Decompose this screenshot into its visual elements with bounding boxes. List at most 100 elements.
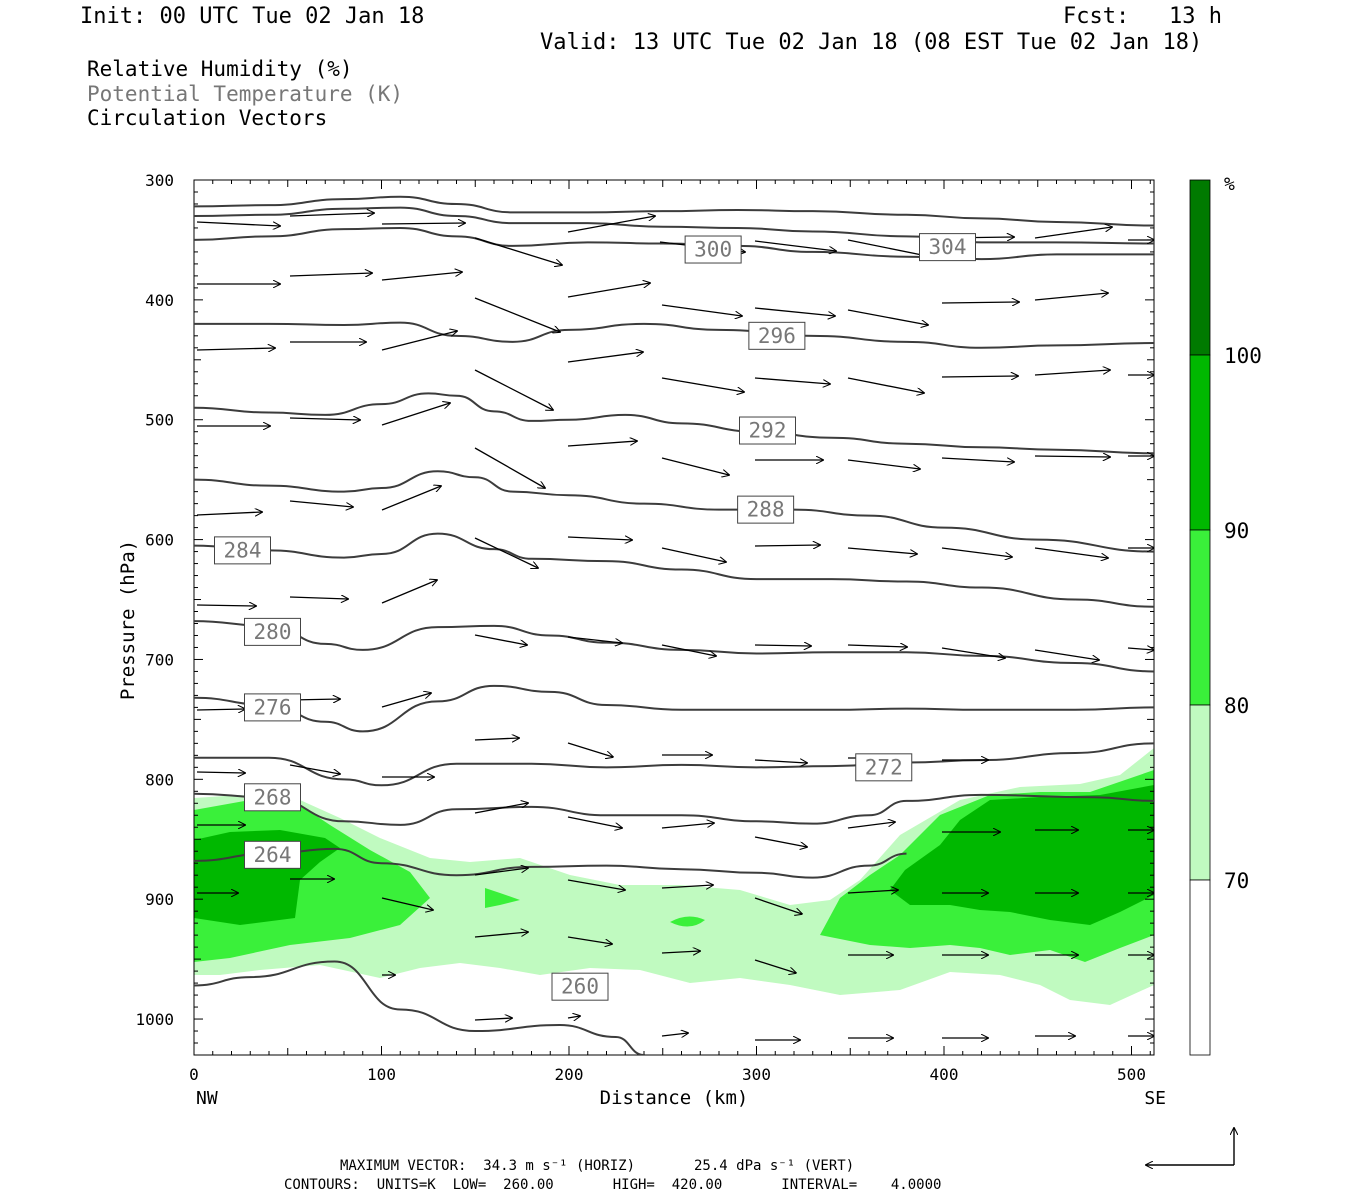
circulation-vector bbox=[1034, 370, 1110, 376]
colorbar-level-label: 90 bbox=[1224, 519, 1249, 543]
circulation-vector bbox=[1034, 227, 1112, 239]
circulation-vector bbox=[941, 647, 1005, 658]
circulation-vector bbox=[661, 823, 714, 829]
circulation-vector bbox=[196, 605, 256, 606]
circulation-vector bbox=[567, 441, 637, 447]
circulation-vector bbox=[1127, 648, 1154, 650]
circulation-vector bbox=[661, 377, 744, 392]
y-tick-label: 500 bbox=[145, 411, 174, 430]
x-axis-title: Distance (km) bbox=[600, 1087, 749, 1109]
circulation-vector bbox=[474, 537, 538, 568]
contour-label-box bbox=[919, 233, 976, 262]
circulation-vector bbox=[567, 742, 613, 757]
colorbar-band bbox=[1189, 529, 1211, 706]
y-tick-label: 300 bbox=[145, 171, 174, 190]
contour-label-284: 284 bbox=[224, 538, 262, 562]
circulation-vector bbox=[289, 213, 374, 216]
circulation-vector bbox=[381, 897, 433, 910]
circulation-vector bbox=[567, 352, 643, 363]
circulation-vector bbox=[941, 376, 1018, 377]
circulation-vector bbox=[754, 377, 830, 384]
x-tick-label: 400 bbox=[930, 1065, 959, 1084]
contour-label-box bbox=[244, 617, 301, 646]
contour-label-box bbox=[244, 840, 301, 869]
contour-label-268: 268 bbox=[254, 785, 292, 809]
circulation-vector bbox=[567, 283, 650, 298]
circulation-vector bbox=[381, 331, 457, 351]
circulation-vector bbox=[474, 738, 519, 740]
circulation-vector bbox=[1034, 649, 1099, 660]
x-tick-label: 0 bbox=[189, 1065, 199, 1084]
circulation-vector bbox=[847, 239, 927, 256]
circulation-vector bbox=[196, 512, 262, 515]
circulation-vector bbox=[289, 764, 340, 774]
circulation-vector bbox=[941, 547, 1012, 557]
circulation-vector bbox=[474, 803, 528, 814]
colorbar-level-label: 80 bbox=[1224, 694, 1249, 718]
circulation-vector bbox=[1034, 547, 1108, 558]
x-end-label-se: SE bbox=[1144, 1088, 1166, 1109]
circulation-vector bbox=[567, 936, 612, 944]
circulation-vector bbox=[474, 932, 528, 938]
contour-label-box bbox=[739, 416, 796, 445]
contour-label-304: 304 bbox=[929, 235, 967, 259]
colorbar-band bbox=[1189, 179, 1211, 356]
contour-label-272: 272 bbox=[865, 755, 903, 779]
contour-label-260: 260 bbox=[561, 975, 599, 999]
circulation-vector bbox=[847, 309, 928, 325]
circulation-vector bbox=[847, 822, 895, 829]
circulation-vector bbox=[754, 645, 811, 646]
circulation-vector bbox=[661, 1033, 688, 1036]
circulation-vector bbox=[847, 459, 920, 469]
circulation-vector bbox=[567, 879, 625, 890]
circulation-vector bbox=[567, 636, 622, 643]
max-vector-note: MAXIMUM VECTOR: 34.3 m s⁻¹ (HORIZ) 25.4 … bbox=[340, 1158, 855, 1174]
circulation-vector bbox=[381, 272, 462, 281]
circulation-vector bbox=[847, 377, 924, 393]
circulation-vector bbox=[381, 486, 441, 511]
contour-label-box bbox=[244, 693, 301, 722]
circulation-vector bbox=[289, 597, 348, 599]
reference-vector-icon bbox=[1146, 1128, 1234, 1165]
x-tick-label: 300 bbox=[742, 1065, 771, 1084]
circulation-vector bbox=[661, 951, 700, 953]
circulation-vector bbox=[196, 348, 275, 350]
colorbar-band bbox=[1189, 354, 1211, 531]
contour-label-box bbox=[214, 536, 271, 565]
circulation-vector bbox=[567, 1016, 580, 1018]
theta-contour-304 bbox=[194, 206, 1154, 245]
circulation-vector bbox=[196, 709, 245, 710]
axes: 0 100 200 300 400 500 300 400 500 600 700 800 900 100… bbox=[117, 171, 1166, 1109]
theta-contour-280 bbox=[194, 620, 1154, 673]
circulation-vector bbox=[289, 273, 372, 276]
theta-contour-292 bbox=[194, 392, 1154, 455]
init-time: Init: 00 UTC Tue 02 Jan 18 bbox=[80, 4, 425, 29]
circulation-vector bbox=[567, 537, 632, 540]
colorbar-band bbox=[1189, 879, 1211, 1056]
contour-note: CONTOURS: UNITS=K LOW= 260.00 HIGH= 420.… bbox=[284, 1177, 942, 1193]
rh-90-region bbox=[194, 830, 340, 925]
circulation-vector bbox=[661, 547, 726, 562]
circulation-vector bbox=[754, 307, 835, 316]
valid-time: Valid: 13 UTC Tue 02 Jan 18 (08 EST Tue … bbox=[540, 30, 1203, 55]
contour-label-box bbox=[855, 753, 913, 782]
colorbar-level-label: 70 bbox=[1224, 869, 1249, 893]
theta-contour-284 bbox=[194, 532, 1154, 608]
circulation-vector bbox=[289, 418, 360, 420]
field-rh: Relative Humidity (%) bbox=[87, 57, 353, 81]
circulation-vector bbox=[474, 447, 545, 488]
circulation-vector bbox=[754, 836, 807, 847]
theta-contour-264 bbox=[194, 847, 907, 879]
circulation-vector bbox=[474, 1018, 512, 1020]
contour-label-box bbox=[684, 235, 742, 264]
theta-contour-276 bbox=[194, 684, 1154, 733]
circulation-vector bbox=[381, 580, 437, 604]
contour-label-box bbox=[748, 321, 806, 350]
theta-contour-308 bbox=[194, 195, 1154, 227]
plot-border bbox=[193, 179, 1155, 1056]
x-end-label-nw: NW bbox=[196, 1088, 218, 1109]
y-tick-label: 1000 bbox=[135, 1010, 174, 1029]
x-tick-label: 100 bbox=[367, 1065, 396, 1084]
circulation-vector bbox=[754, 897, 802, 914]
circulation-vector bbox=[1034, 293, 1108, 301]
